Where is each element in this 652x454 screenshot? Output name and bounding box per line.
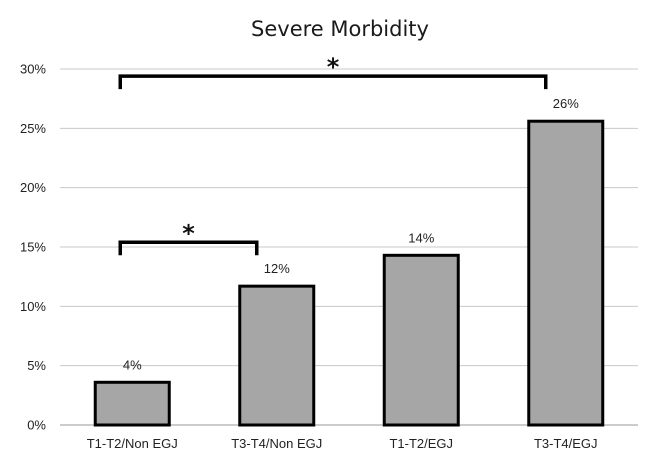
data-label: 14% [408, 230, 434, 245]
bar [238, 284, 316, 427]
data-label: 26% [553, 96, 579, 111]
y-tick-label: 10% [20, 299, 46, 314]
significance-brackets: ** [118, 53, 548, 256]
x-axis-category-labels: T1-T2/Non EGJ T3-T4/Non EGJ T1-T2/EGJ T3-T4… [87, 436, 598, 451]
data-label: 4% [123, 357, 142, 372]
y-tick-label: 25% [20, 121, 46, 136]
significance-bracket [118, 240, 259, 256]
significance-star: * [327, 53, 340, 81]
y-tick-label: 5% [27, 358, 46, 373]
y-axis-tick-labels: 0% 5% 10% 15% 20% 25% 30% [20, 62, 46, 433]
y-tick-label: 20% [20, 180, 46, 195]
category-label: T3-T4/Non EGJ [231, 436, 322, 451]
y-tick-label: 30% [20, 62, 46, 77]
y-tick-label: 15% [20, 240, 46, 255]
category-label: T1-T2/Non EGJ [87, 436, 178, 451]
bars [93, 119, 605, 427]
data-labels: 4% 12% 14% 26% [123, 96, 579, 372]
significance-star: * [182, 219, 195, 247]
bar [527, 119, 605, 427]
category-label: T3-T4/EGJ [534, 436, 598, 451]
category-label: T1-T2/EGJ [389, 436, 453, 451]
data-label: 12% [264, 261, 290, 276]
bar [93, 380, 171, 427]
significance-bracket [118, 74, 548, 90]
gridlines [60, 68, 638, 426]
bar [382, 253, 460, 427]
y-tick-label: 0% [27, 418, 46, 433]
chart-title: Severe Morbidity [251, 17, 429, 41]
